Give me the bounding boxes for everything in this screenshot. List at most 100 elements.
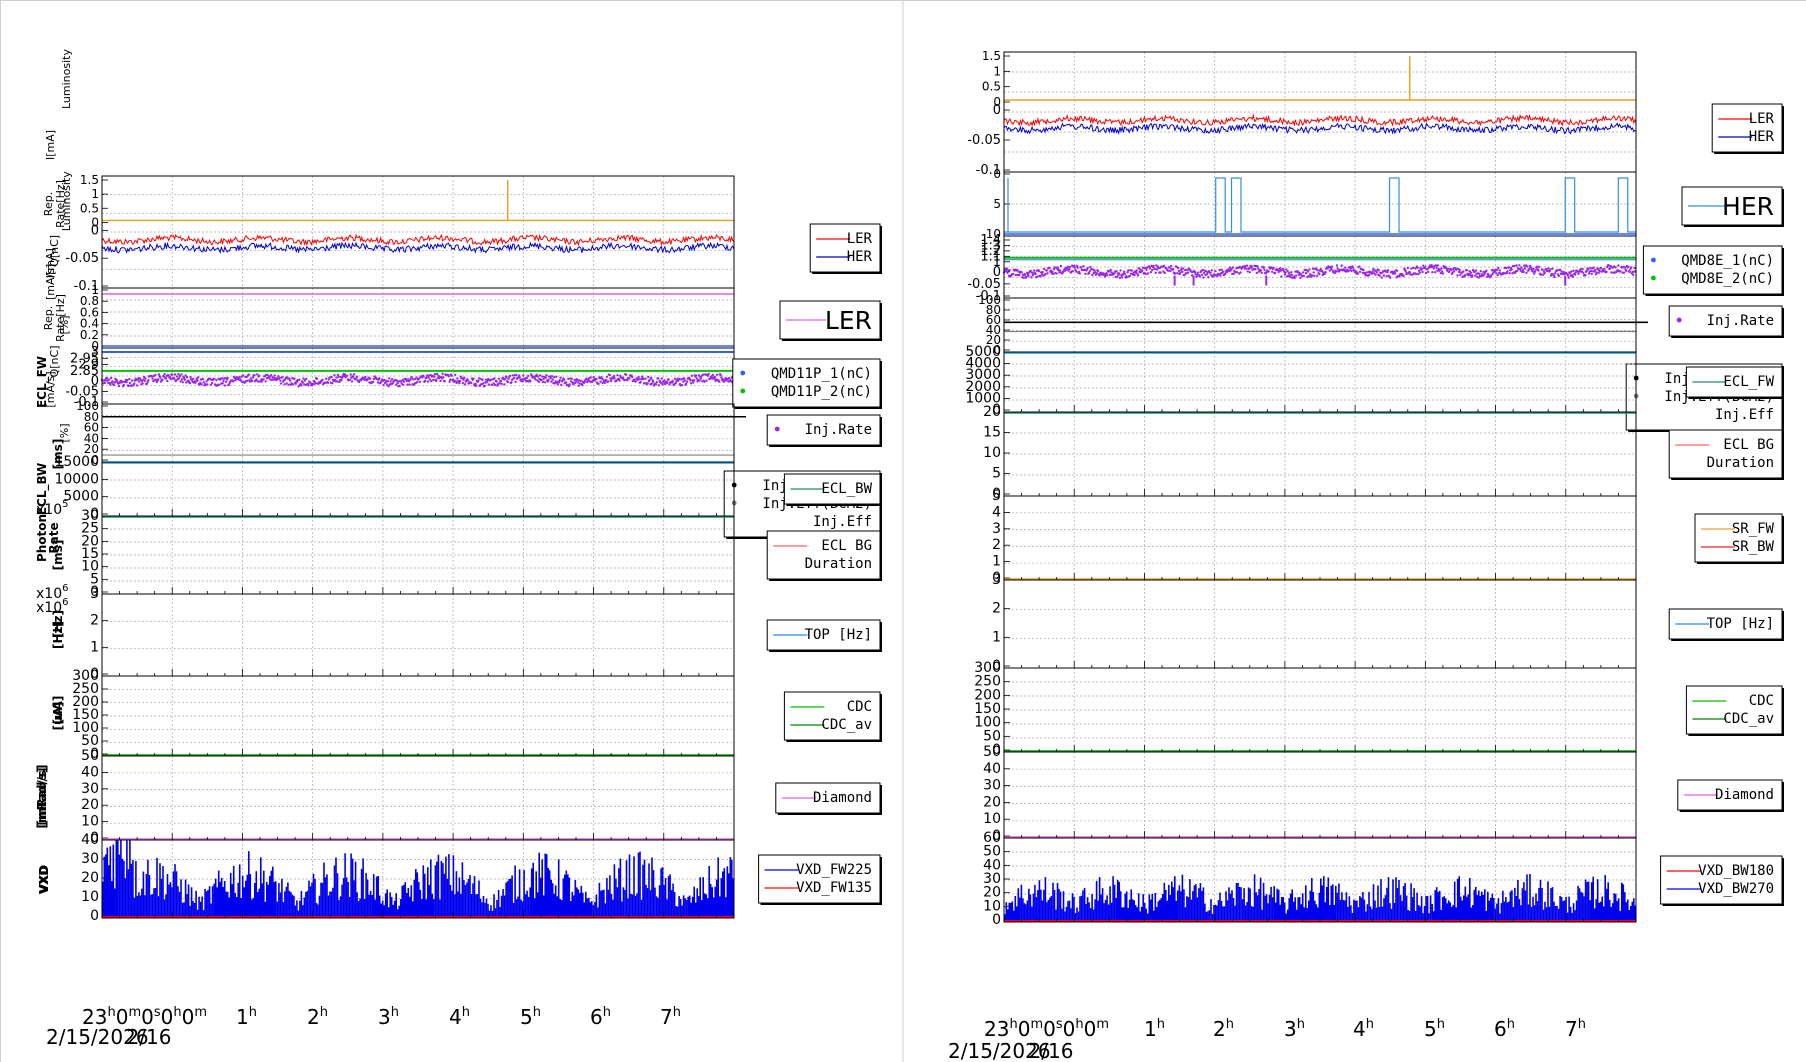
vxd-bar	[1428, 913, 1430, 922]
vxd-bar	[231, 884, 233, 918]
inj-rate-point	[503, 378, 507, 381]
inj-rate-point	[140, 380, 144, 383]
vxd-bar	[1074, 913, 1077, 922]
inj-rate-point	[1522, 270, 1525, 274]
inj-rate-point	[1179, 271, 1182, 275]
y-tick-label: 2.85	[70, 364, 99, 379]
inj-rate-point	[385, 383, 389, 386]
inj-rate-point	[518, 376, 521, 379]
inj-rate-point	[1607, 264, 1610, 267]
vxd-bar	[1487, 891, 1489, 922]
inj-rate-point	[495, 380, 498, 383]
vxd-bar	[254, 883, 256, 918]
vxd-bar	[1234, 905, 1236, 922]
vxd-bar	[171, 887, 173, 918]
inj-rate-point	[1382, 274, 1386, 277]
vxd-bar	[1201, 891, 1203, 922]
y-tick-label: -0.1	[74, 279, 99, 294]
vxd-bar	[536, 892, 539, 918]
vxd-bar	[333, 865, 336, 918]
vxd-bar	[1613, 893, 1615, 922]
panel-q: 1.41.31.21.110-0.05-0.1Q[nC][mA/s]QMD8E_…	[44, 233, 1784, 338]
inj-rate-point	[1556, 268, 1559, 272]
inj-rate-point	[1115, 269, 1118, 273]
vxd-bar	[172, 871, 175, 918]
inj-rate-point	[1531, 270, 1535, 273]
vxd-bar	[1446, 903, 1448, 922]
y-tick-label: 3	[90, 586, 99, 602]
vxd-bar	[551, 883, 554, 918]
vxd-bar	[1545, 907, 1548, 922]
inj-rate-point	[232, 380, 235, 383]
inj-rate-point	[433, 375, 436, 378]
inj-rate-point	[1629, 268, 1632, 271]
y-tick-label: 80	[986, 303, 1001, 317]
vxd-bar	[1222, 906, 1224, 922]
inj-rate-point	[1551, 267, 1554, 270]
vxd-bar	[1256, 895, 1259, 922]
inj-rate-point	[550, 375, 554, 378]
inj-rate-point	[727, 376, 731, 380]
inj-rate-point	[1458, 268, 1461, 272]
vxd-bar	[527, 896, 530, 918]
inj-rate-point	[1603, 267, 1606, 271]
vxd-bar	[1619, 910, 1621, 922]
vxd-bar	[708, 866, 710, 918]
inj-rate-point	[1148, 265, 1151, 268]
inj-rate-point	[194, 381, 197, 384]
inj-rate-point	[1579, 268, 1582, 271]
vxd-bar	[1300, 904, 1302, 922]
vxd-bar	[1350, 905, 1352, 922]
y-tick-label: 5000	[965, 344, 1001, 360]
vxd-bar	[1017, 888, 1020, 922]
inj-rate-point	[1177, 269, 1181, 273]
inj-rate-point	[470, 381, 473, 384]
vxd-bar	[341, 884, 343, 918]
vxd-bar	[1140, 906, 1143, 922]
y-axis-label: Rep.Rate[Hz]	[42, 180, 67, 228]
vxd-bar	[1213, 905, 1215, 922]
legend-entry-label: ECL BG Duration	[1707, 437, 1774, 471]
inj-rate-point	[1348, 269, 1351, 272]
inj-rate-point	[249, 377, 253, 380]
inj-rate-point	[126, 378, 129, 382]
vxd-bar	[1568, 896, 1570, 922]
inj-rate-point	[1431, 271, 1434, 274]
ler-current-trace	[1003, 113, 1637, 127]
vxd-bar	[141, 888, 143, 918]
inj-rate-point	[573, 378, 576, 382]
y-tick-label: 0.5	[982, 80, 1001, 94]
vxd-bar	[275, 881, 277, 918]
inj-rate-point	[1595, 271, 1598, 274]
inj-rate-point	[1520, 266, 1523, 269]
vxd-bar	[559, 898, 561, 918]
vxd-bar	[330, 891, 333, 918]
y-tick-label: 3	[91, 345, 99, 360]
inj-rate-point	[447, 375, 451, 378]
vxd-bar	[186, 894, 188, 918]
inj-rate-point	[243, 381, 246, 384]
inj-rate-point	[1118, 276, 1122, 280]
vxd-bar	[526, 890, 528, 918]
legend-entry-label: Inj.Eff	[1715, 407, 1774, 423]
axis-exponent: x105	[36, 499, 68, 518]
vxd-bar	[487, 903, 489, 918]
inj-rate-point	[402, 380, 406, 383]
inj-rate-point	[201, 378, 205, 381]
inj-rate-point	[432, 378, 435, 382]
vxd-bar	[619, 858, 622, 918]
y-tick-label: 50	[81, 733, 99, 749]
inj-rate-point	[1629, 266, 1633, 269]
inj-rate-point	[1153, 267, 1157, 271]
inj-rate-point	[178, 377, 181, 380]
vxd-bar	[1500, 903, 1503, 922]
legend-box	[766, 414, 881, 446]
vxd-bar	[1134, 905, 1137, 922]
inj-rate-point	[1450, 268, 1453, 272]
y-tick-label: 1.5	[80, 173, 99, 187]
vxd-bar	[181, 902, 184, 918]
vxd-bar	[431, 893, 434, 918]
inj-rate-point	[378, 377, 381, 380]
inj-rate-point	[1052, 272, 1055, 275]
